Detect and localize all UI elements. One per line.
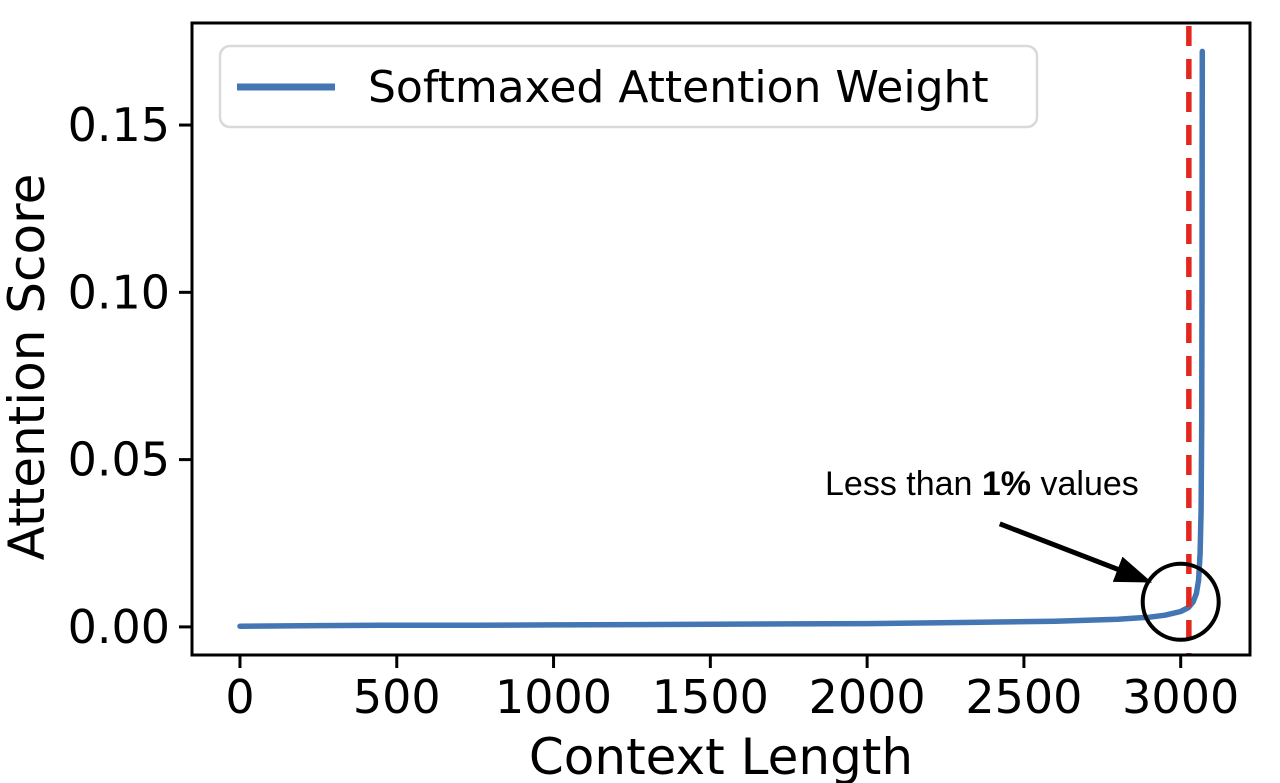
- annotation-group: Less than 1% values: [825, 465, 1221, 642]
- highlight-circle: [1140, 561, 1221, 642]
- annotation-text-suffix: values: [1031, 465, 1139, 503]
- y-tick-label: 0.00: [68, 600, 170, 654]
- annotation-text-bold: 1%: [982, 465, 1031, 503]
- y-tick-label: 0.10: [68, 265, 170, 319]
- x-tick-label: 3000: [1122, 670, 1239, 724]
- legend-label: Softmaxed Attention Weight: [368, 62, 989, 113]
- x-tick-label: 1000: [495, 670, 612, 724]
- y-tick-label: 0.05: [68, 433, 170, 487]
- x-tick-label: 2000: [809, 670, 926, 724]
- x-axis-label: Context Length: [529, 728, 913, 783]
- annotation-text-prefix: Less than: [825, 465, 982, 503]
- x-tick-label: 0: [225, 670, 254, 724]
- legend: Softmaxed Attention Weight: [218, 44, 1039, 129]
- x-tick-label: 2500: [965, 670, 1082, 724]
- attention-weight-line: [237, 48, 1206, 629]
- x-axis-ticks: 0 500 1000 1500 2000 2500 3000: [225, 655, 1239, 724]
- legend-box: [218, 44, 1039, 129]
- x-tick-label: 1500: [652, 670, 769, 724]
- series-layer: [237, 48, 1206, 629]
- y-axis-label: Attention Score: [0, 174, 56, 561]
- plot-frame: [190, 21, 1252, 657]
- annotation-text: Less than 1% values: [825, 465, 1139, 503]
- y-axis-ticks: 0.00 0.05 0.10 0.15: [68, 98, 192, 654]
- y-tick-label: 0.15: [68, 98, 170, 152]
- x-tick-label: 500: [353, 670, 441, 724]
- annotation-arrow: [998, 521, 1153, 583]
